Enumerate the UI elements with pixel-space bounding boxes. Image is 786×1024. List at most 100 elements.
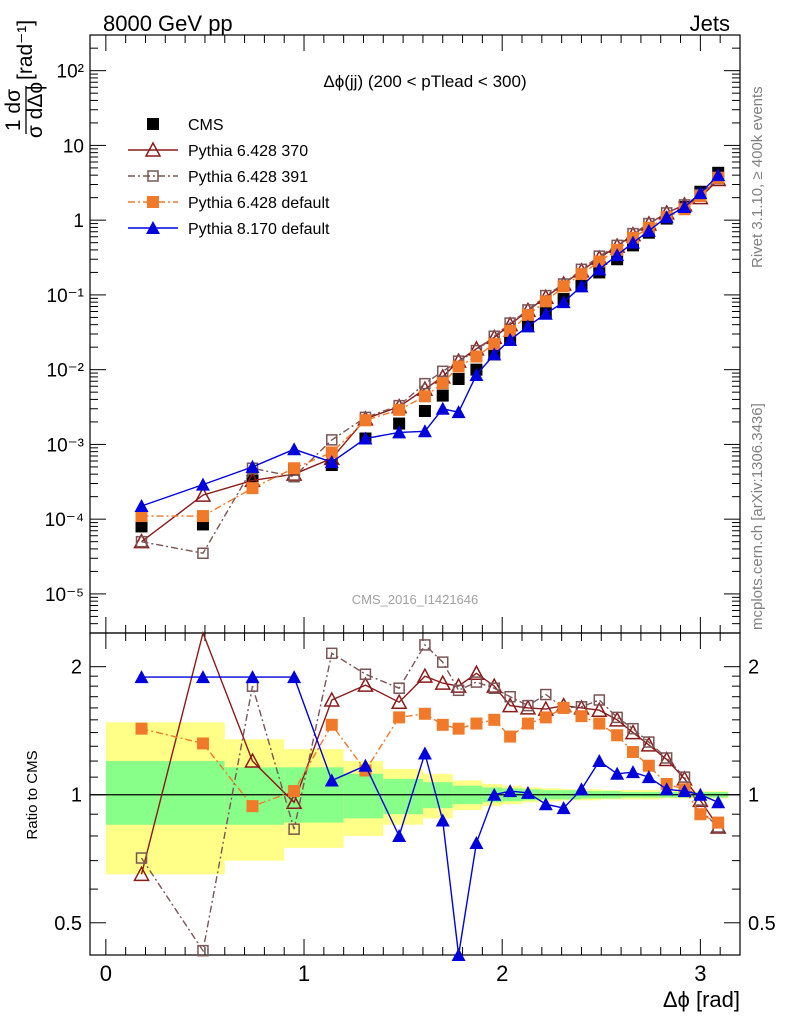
- main-panel: 10² 10 1 10⁻¹ 10⁻² 10⁻³ 10⁻⁴ 10⁻⁵: [45, 34, 741, 634]
- data-point-2: [326, 434, 338, 446]
- data-point-0: [452, 373, 465, 386]
- ratio-point-3: [245, 670, 260, 684]
- ratio-point-2: [470, 717, 483, 730]
- ratio-point-2: [393, 711, 406, 724]
- ratio-point-1: [488, 682, 501, 694]
- ratio-point-2: [452, 722, 465, 735]
- data-point-3: [393, 403, 406, 416]
- data-point-4: [417, 424, 432, 438]
- legend-marker: [147, 196, 159, 208]
- data-point-4: [592, 262, 607, 276]
- ratio-point-3: [358, 758, 373, 772]
- ratio-point-1: [135, 852, 148, 864]
- data-point-3: [470, 350, 483, 363]
- ratio-point-1: [326, 647, 338, 660]
- uncertainty-band-inner: [224, 767, 285, 825]
- data-point-1: [194, 486, 212, 502]
- y-axis-label-numerator: 1 dσ: [2, 89, 25, 131]
- watermark: CMS_2016_I1421646: [352, 592, 479, 607]
- legend-label: Pythia 6.428 370: [188, 143, 308, 160]
- plot-title: Δϕ(jj) (200 < pTlead < 300): [323, 72, 526, 91]
- x-tick-label: 0: [100, 961, 112, 986]
- ratio-point-2: [557, 701, 570, 714]
- ratio-point-3: [134, 670, 149, 684]
- data-point-4: [435, 401, 450, 415]
- data-point-3: [135, 510, 148, 523]
- data-point-4: [677, 200, 692, 214]
- legend-label: Pythia 6.428 default: [188, 195, 330, 212]
- ratio-point-3: [469, 836, 484, 850]
- data-point-4: [324, 455, 339, 469]
- ratio-point-2: [418, 707, 431, 720]
- ratio-point-2: [504, 730, 517, 743]
- ratio-point-0: [519, 699, 537, 715]
- ratio-point-3: [641, 770, 656, 784]
- data-point-3: [504, 324, 517, 337]
- legend-label: Pythia 6.428 391: [188, 169, 308, 186]
- data-point-4: [610, 248, 625, 262]
- legend-marker: [146, 221, 160, 234]
- ratio-point-3: [574, 782, 589, 796]
- x-tick-label: 2: [496, 961, 508, 986]
- ratio-point-1: [643, 736, 655, 748]
- data-point-3: [325, 446, 338, 459]
- ratio-y-tick-label: 1: [748, 785, 759, 807]
- ratio-y-tick-label: 2: [748, 657, 759, 679]
- data-point-3: [196, 510, 209, 523]
- ratio-point-1: [611, 711, 623, 724]
- ratio-point-1: [504, 690, 516, 703]
- data-point-2: [135, 535, 148, 548]
- ratio-point-1: [436, 656, 449, 668]
- ratio-point-1: [452, 684, 465, 697]
- ratio-point-1: [660, 752, 673, 764]
- data-point-2: [419, 377, 431, 390]
- data-point-3: [436, 377, 449, 390]
- data-point-4: [520, 319, 535, 333]
- data-point-3: [539, 295, 552, 308]
- data-point-4: [392, 425, 407, 439]
- legend: CMS Pythia 6.428 370 Pythia 6.428 391 Pythi…: [128, 117, 330, 238]
- ratio-point-3: [659, 782, 674, 796]
- ratio-point-0: [244, 752, 261, 768]
- ratio-point-2: [539, 711, 552, 724]
- ratio-point-0: [133, 865, 150, 882]
- ratio-point-3: [487, 787, 502, 801]
- ratio-point-0: [416, 667, 434, 683]
- ratio-y-tick-label: 0.5: [54, 913, 82, 935]
- ratio-point-2: [196, 737, 209, 750]
- data-point-4: [556, 295, 571, 309]
- ratio-point-0: [468, 664, 485, 681]
- ratio-point-2: [325, 718, 338, 731]
- ratio-point-0: [434, 674, 451, 690]
- data-point-4: [538, 306, 553, 320]
- ratio-point-0: [390, 693, 408, 709]
- ratio-point-2: [694, 808, 707, 821]
- data-point-4: [711, 168, 726, 182]
- x-tick-label: 3: [694, 961, 706, 986]
- ratio-point-0: [285, 793, 303, 810]
- data-point-4: [451, 405, 466, 419]
- ratio-point-1: [288, 823, 300, 835]
- ratio-point-1: [359, 668, 372, 680]
- ratio-point-3: [538, 797, 553, 811]
- data-point-4: [693, 186, 708, 200]
- data-point-0: [436, 389, 449, 402]
- data-point-4: [574, 279, 589, 293]
- y-tick-label: 10⁻¹: [47, 286, 85, 307]
- ratio-panel: 0 1 2 3 0.5 0.5 1 1 2 2: [54, 617, 776, 986]
- data-point-4: [195, 477, 210, 491]
- legend-marker: [147, 118, 159, 130]
- energy-label: 8000 GeV pp: [103, 11, 233, 36]
- data-point-4: [641, 223, 656, 237]
- y-axis-label-ratio: Ratio to CMS: [24, 750, 41, 839]
- ratio-point-3: [287, 670, 302, 684]
- data-point-4: [659, 210, 674, 224]
- ratio-point-3: [435, 813, 450, 827]
- legend-marker: [144, 141, 162, 157]
- y-axis-label-unit: [rad⁻¹]: [14, 20, 37, 80]
- data-point-2: [197, 547, 209, 559]
- data-point-4: [469, 367, 484, 381]
- ratio-frame: [89, 632, 741, 956]
- ratio-point-1: [393, 682, 405, 694]
